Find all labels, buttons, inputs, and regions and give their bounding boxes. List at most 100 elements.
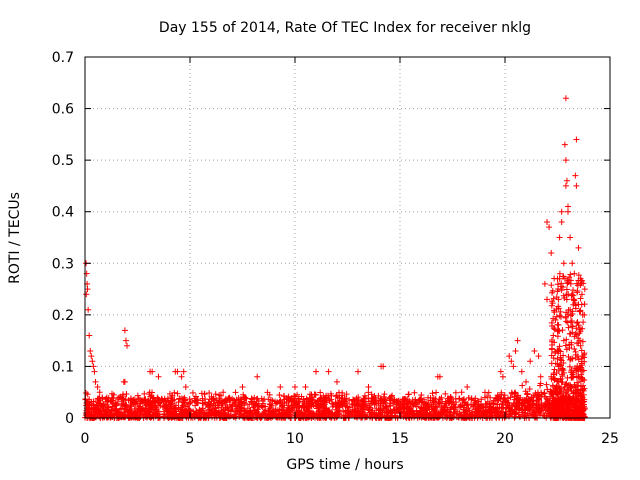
y-tick-label: 0.3 — [52, 256, 74, 272]
data-point — [115, 409, 122, 416]
data-point — [551, 309, 558, 316]
data-point — [311, 391, 318, 398]
data-point — [538, 391, 545, 398]
data-point — [563, 380, 570, 387]
data-point — [575, 322, 582, 329]
data-point — [512, 413, 519, 420]
data-point — [433, 389, 440, 396]
data-point — [555, 383, 562, 390]
x-axis-label: GPS time / hours — [286, 457, 403, 473]
data-point — [386, 400, 393, 407]
x-tick-label: 5 — [186, 431, 195, 447]
data-point — [382, 404, 389, 411]
data-point — [171, 405, 178, 412]
data-point — [190, 410, 197, 417]
data-point — [116, 394, 123, 401]
data-point — [542, 406, 549, 413]
data-point — [253, 410, 260, 417]
data-point — [88, 353, 95, 360]
data-point — [294, 403, 301, 410]
data-point — [89, 358, 96, 365]
data-point — [312, 400, 319, 407]
data-point — [579, 411, 586, 418]
data-point — [500, 405, 507, 412]
data-point — [87, 347, 94, 354]
data-point — [527, 397, 534, 404]
data-point — [577, 308, 584, 315]
data-point — [241, 395, 248, 402]
data-point — [504, 395, 511, 402]
data-point — [573, 411, 580, 418]
data-point — [562, 182, 569, 189]
data-point — [320, 406, 327, 413]
data-point — [90, 414, 97, 421]
data-point — [303, 404, 310, 411]
data-point — [575, 272, 582, 279]
data-point — [541, 280, 548, 287]
data-point — [550, 355, 557, 362]
data-point — [442, 414, 449, 421]
data-point — [325, 410, 332, 417]
data-point — [212, 391, 219, 398]
x-tick-label: 25 — [601, 431, 619, 447]
data-point — [511, 390, 518, 397]
data-point — [222, 404, 229, 411]
data-point — [544, 396, 551, 403]
data-point — [152, 412, 159, 419]
data-point — [556, 327, 563, 334]
data-point — [526, 405, 533, 412]
data-point — [185, 409, 192, 416]
data-point — [143, 402, 150, 409]
data-point — [575, 301, 582, 308]
data-point — [564, 277, 571, 284]
data-point — [574, 395, 581, 402]
data-point — [568, 383, 575, 390]
data-point — [551, 376, 558, 383]
data-point — [122, 396, 129, 403]
data-point — [320, 398, 327, 405]
data-point — [174, 390, 181, 397]
data-point — [579, 367, 586, 374]
data-point — [403, 410, 410, 417]
data-point — [558, 313, 565, 320]
data-point — [113, 400, 120, 407]
data-point — [361, 392, 368, 399]
data-point — [290, 397, 297, 404]
data-point — [570, 292, 577, 299]
data-point — [251, 403, 258, 410]
data-point — [124, 342, 130, 349]
data-point — [510, 400, 517, 407]
data-point — [401, 396, 408, 403]
data-point — [505, 405, 512, 412]
data-point — [562, 157, 569, 164]
data-point — [524, 412, 531, 419]
data-point — [168, 409, 175, 416]
data-point — [580, 319, 587, 326]
data-point — [556, 275, 563, 282]
data-point — [552, 397, 559, 404]
data-point — [491, 408, 498, 415]
data-point — [285, 402, 292, 409]
data-point — [82, 389, 89, 396]
data-point — [548, 282, 555, 289]
data-point — [217, 410, 224, 417]
data-point — [222, 399, 229, 406]
data-point — [436, 373, 443, 380]
data-point — [159, 396, 166, 403]
data-point — [570, 373, 577, 380]
data-point — [325, 368, 332, 375]
data-point — [556, 343, 563, 350]
data-point — [565, 208, 571, 215]
data-point — [500, 396, 507, 403]
data-point — [342, 398, 349, 405]
data-point — [361, 400, 368, 407]
data-point — [450, 404, 457, 411]
data-point — [561, 384, 568, 391]
data-point — [563, 336, 570, 343]
data-point — [418, 391, 425, 398]
data-point — [556, 312, 563, 319]
data-point — [449, 403, 456, 410]
data-point — [481, 389, 488, 396]
data-point — [93, 402, 100, 409]
data-point — [413, 410, 420, 417]
